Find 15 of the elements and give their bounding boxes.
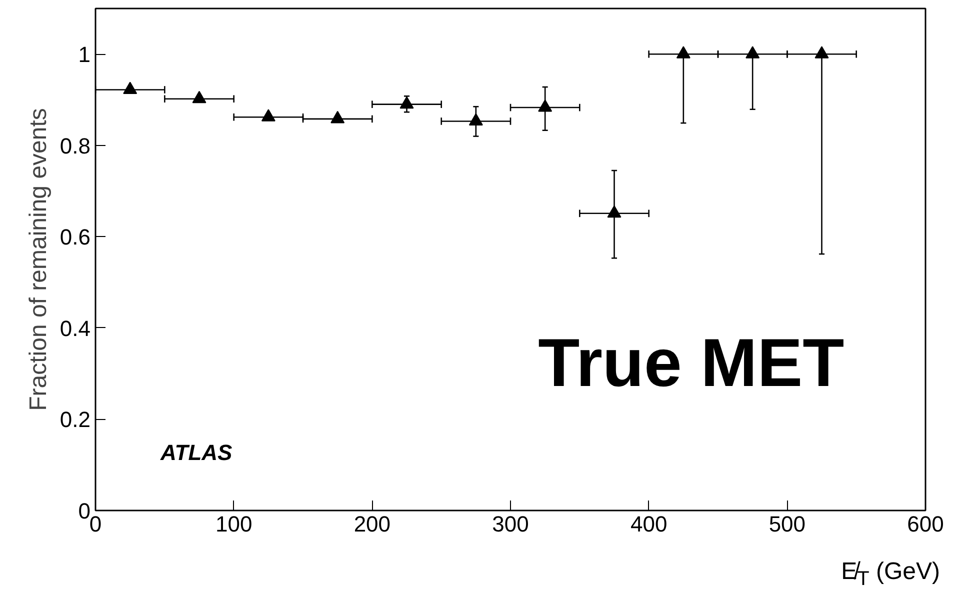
x-tick-label: 200 (354, 512, 391, 536)
x-tick-label: 500 (768, 512, 806, 536)
y-axis-title: Fraction of remaining events (24, 108, 52, 411)
y-tick-label: 0.2 (60, 407, 91, 432)
x-axis-title: E̸$_{T}$ (GeV) (841, 557, 940, 589)
x-tick-label: 100 (215, 512, 252, 536)
x-tick-label: 600 (907, 512, 944, 536)
y-tick-label: 0.6 (60, 224, 91, 250)
y-tick-label: 1 (78, 42, 91, 68)
y-tick-label: 0.4 (60, 316, 91, 341)
annotation: ATLAS (160, 440, 233, 465)
annotation: True MET (538, 324, 844, 401)
x-tick-label: 300 (492, 512, 529, 536)
x-tick-label: 400 (630, 512, 668, 536)
y-tick-label: 0.8 (60, 133, 91, 158)
